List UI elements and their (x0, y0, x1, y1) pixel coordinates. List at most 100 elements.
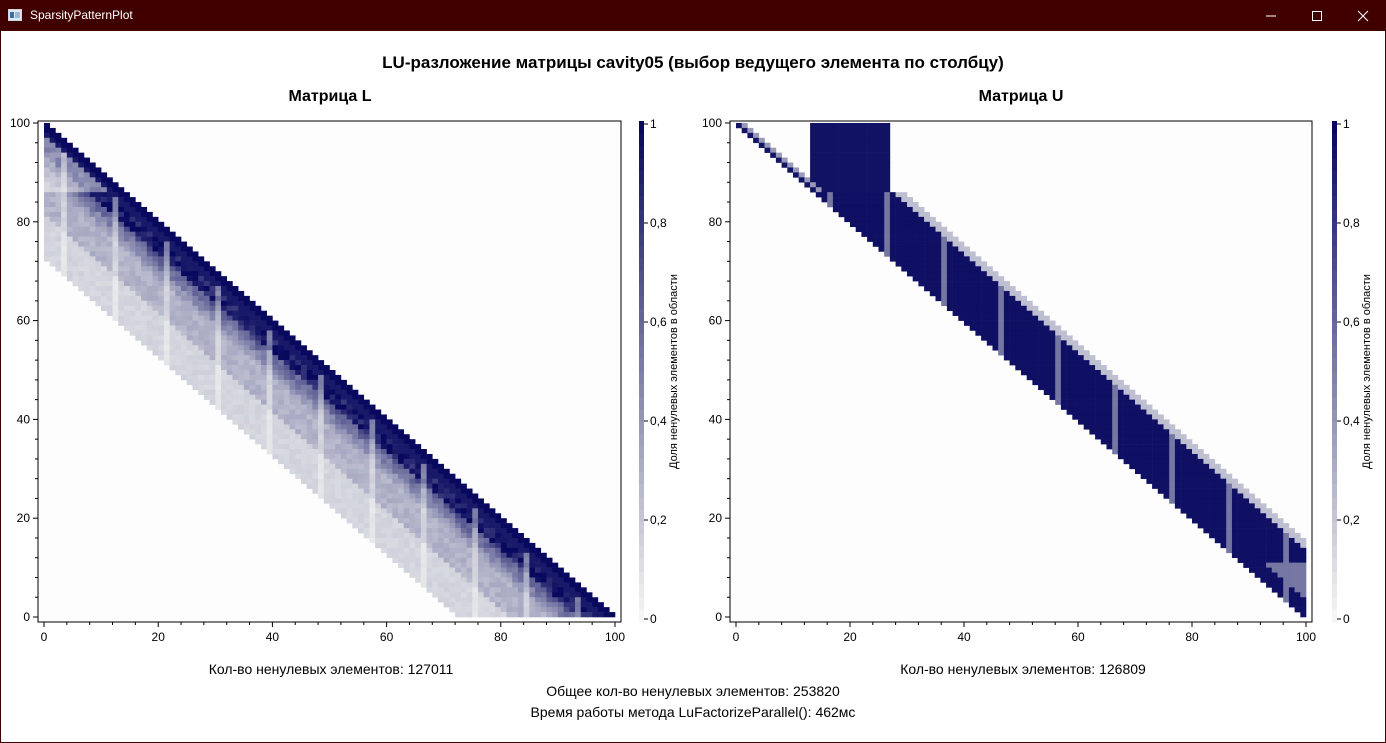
heatmap-cell (495, 542, 502, 549)
heatmap-cell (1243, 537, 1250, 544)
minimize-button[interactable] (1248, 0, 1294, 31)
heatmap-cell (1078, 355, 1084, 361)
heatmap-cell (810, 182, 817, 188)
heatmap-cell (106, 197, 113, 203)
heatmap-cell (1112, 419, 1119, 425)
heatmap-cell (255, 424, 262, 430)
heatmap-cell (540, 562, 547, 568)
heatmap-cell (793, 167, 799, 173)
heatmap-cell (369, 523, 376, 529)
colorbar-step (639, 158, 644, 172)
heatmap-cell (1266, 528, 1273, 534)
close-button[interactable] (1340, 0, 1386, 31)
heatmap-cell (1169, 488, 1176, 494)
heatmap-l[interactable]: 0 20 40 60 80 10002040608010000,20,40,60,81До… (1, 31, 693, 651)
heatmap-cell (152, 256, 159, 262)
heatmap-cell (1152, 478, 1159, 484)
heatmap-cell (403, 473, 410, 479)
heatmap-cell (221, 350, 228, 356)
heatmap-cell (392, 458, 399, 465)
heatmap-cell (112, 300, 119, 307)
heatmap-cell (175, 246, 182, 252)
heatmap-cell (1015, 360, 1022, 366)
heatmap-cell (1003, 355, 1010, 361)
heatmap-cell (426, 557, 433, 563)
heatmap-cell (78, 271, 85, 277)
heatmap-cell (1192, 478, 1198, 484)
heatmap-cell (764, 147, 771, 153)
heatmap-cell (1146, 463, 1153, 470)
heatmap-cell (998, 295, 1005, 302)
heatmap-cell (186, 345, 193, 351)
heatmap-cell (66, 142, 73, 148)
heatmap-cell (1243, 547, 1250, 554)
heatmap-cell (1135, 404, 1141, 410)
heatmap-cell (1003, 310, 1010, 316)
heatmap-cell (318, 409, 325, 415)
heatmap-cell (1254, 557, 1261, 563)
heatmap-cell (55, 197, 62, 203)
heatmap-cell (329, 493, 336, 499)
heatmap-cell (1260, 523, 1267, 529)
heatmap-cell (477, 528, 484, 534)
heatmap-cell (329, 379, 336, 386)
heatmap-cell (415, 533, 422, 539)
heatmap-cell (477, 592, 484, 598)
heatmap-cell (1100, 370, 1107, 376)
heatmap-cell (455, 562, 462, 568)
heatmap-cell (517, 557, 524, 563)
heatmap-cell (523, 567, 530, 573)
heatmap-cell (1260, 552, 1267, 559)
heatmap-cell (283, 404, 290, 410)
heatmap-cell (935, 241, 942, 247)
maximize-button[interactable] (1294, 0, 1340, 31)
heatmap-cell (901, 221, 908, 228)
heatmap-cell (929, 241, 936, 247)
heatmap-cell (415, 562, 422, 568)
heatmap-cell (958, 290, 965, 297)
heatmap-cell (61, 137, 68, 144)
heatmap-cell (1043, 360, 1050, 366)
heatmap-cell (437, 577, 444, 583)
heatmap-cell (312, 444, 319, 450)
heatmap-cell (55, 231, 62, 237)
heatmap-cell (552, 597, 559, 603)
heatmap-cell (844, 162, 851, 168)
heatmap-cell (83, 206, 90, 213)
heatmap-u[interactable]: 0 20 40 60 80 10002040608010000,20,40,60,81До… (1, 31, 1385, 651)
heatmap-cell (867, 221, 874, 228)
heatmap-cell (827, 182, 834, 188)
heatmap-cell (449, 503, 456, 509)
heatmap-cell (986, 315, 993, 321)
heatmap-cell (872, 187, 879, 193)
heatmap-cell (1220, 468, 1227, 475)
y-tick-label-u: 0 (715, 610, 722, 624)
heatmap-cell (135, 221, 142, 228)
heatmap-cell (181, 281, 188, 287)
heatmap-cell (443, 483, 450, 489)
heatmap-cell (386, 503, 393, 509)
heatmap-cell (872, 236, 879, 242)
heatmap-cell (238, 320, 245, 326)
heatmap-cell (1015, 310, 1022, 316)
heatmap-cell (215, 360, 222, 366)
heatmap-cell (1209, 463, 1216, 470)
heatmap-cell (329, 458, 336, 465)
heatmap-cell (312, 449, 319, 455)
heatmap-cell (392, 493, 399, 499)
heatmap-cell (517, 562, 524, 568)
heatmap-cell (1129, 399, 1136, 405)
heatmap-cell (1226, 523, 1233, 529)
heatmap-cell (55, 192, 62, 198)
heatmap-cell (844, 147, 851, 153)
heatmap-cell (409, 572, 416, 578)
heatmap-cell (141, 206, 148, 213)
heatmap-cell (323, 434, 330, 440)
heatmap-cell (884, 167, 891, 173)
heatmap-cell (175, 295, 182, 302)
heatmap-cell (1015, 330, 1022, 336)
heatmap-cell (329, 429, 336, 435)
heatmap-cell (861, 182, 868, 188)
heatmap-cell (1135, 444, 1141, 450)
heatmap-cell (535, 567, 542, 573)
